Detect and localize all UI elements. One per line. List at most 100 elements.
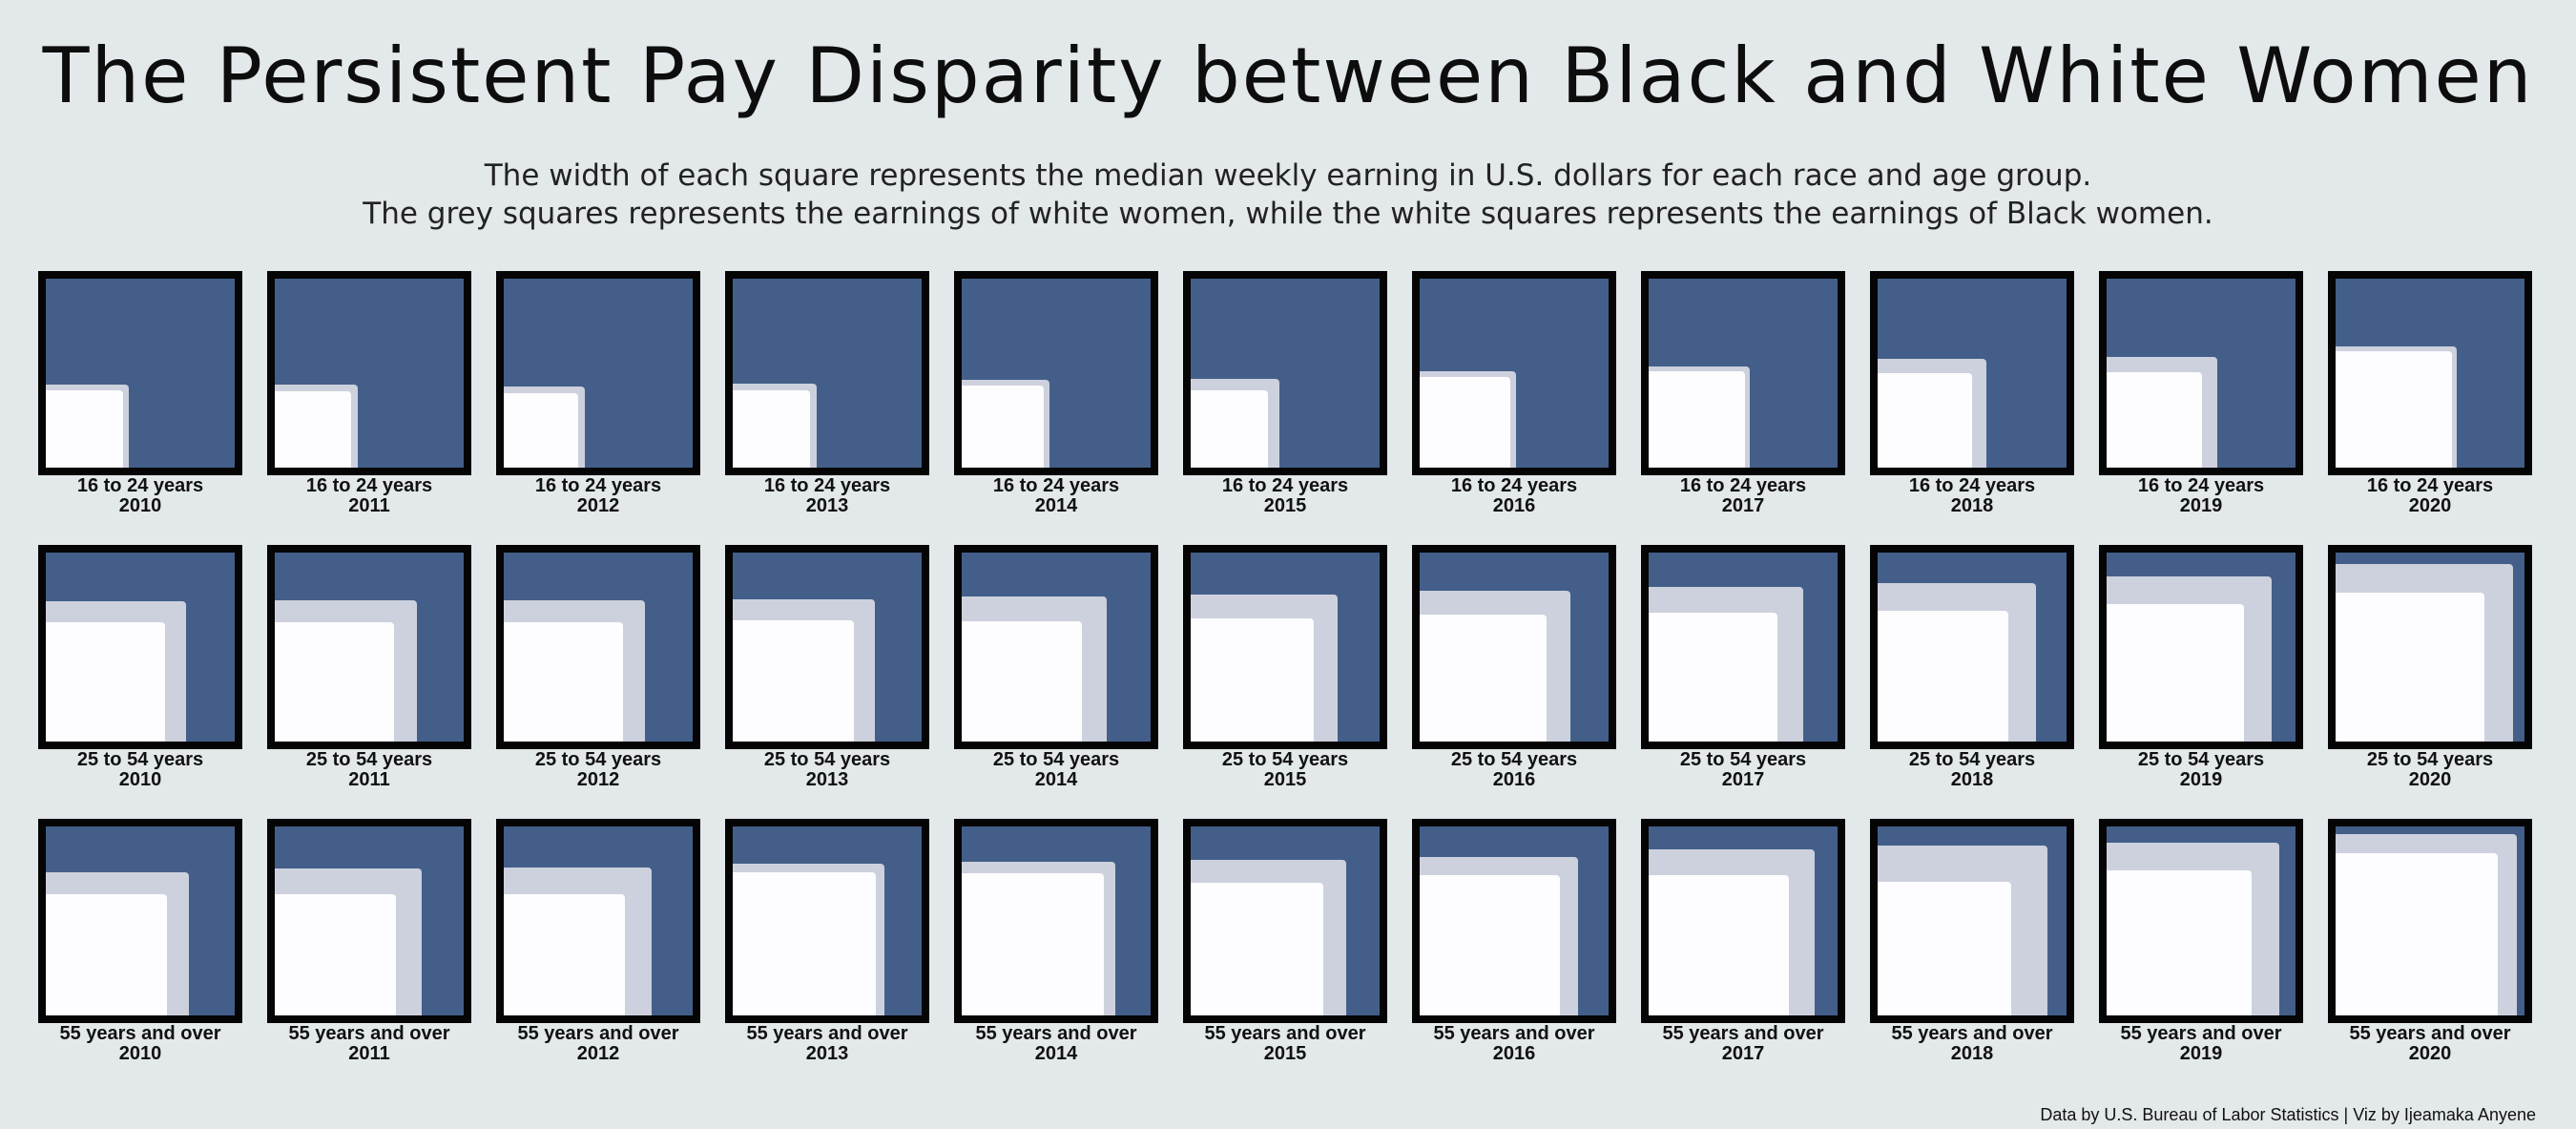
panel-2-5 [1183, 819, 1387, 1023]
panel-1-7 [1641, 545, 1845, 749]
panel-age-label: 16 to 24 years [1221, 475, 1349, 496]
panel-0-0 [38, 271, 242, 475]
source-credit: Data by U.S. Bureau of Labor Statistics … [2040, 1105, 2536, 1124]
chart-subtitle-line-2: The grey squares represents the earnings… [363, 197, 2213, 231]
panel-age-label: 25 to 54 years [992, 749, 1120, 770]
panel-age-label: 16 to 24 years [2366, 475, 2494, 496]
panel-0-3 [725, 271, 929, 475]
panel-year-label: 2012 [576, 769, 620, 790]
panel-2-3 [725, 819, 929, 1023]
panel-age-label: 25 to 54 years [1450, 749, 1578, 770]
panel-age-label: 25 to 54 years [305, 749, 433, 770]
panel-year-label: 2015 [1263, 495, 1307, 516]
black-women-square [275, 391, 351, 468]
black-women-square [46, 389, 124, 468]
panel-age-label: 16 to 24 years [992, 475, 1120, 496]
black-women-square [504, 894, 625, 1015]
panel-year-label: 2014 [1034, 769, 1078, 790]
panel-age-label: 55 years and over [59, 1023, 221, 1044]
black-women-square [1191, 618, 1314, 742]
chart-subtitle-line-1: The width of each square represents the … [484, 158, 2092, 193]
black-women-square [46, 622, 165, 742]
black-women-square [1420, 875, 1560, 1015]
panel-2-1 [267, 819, 471, 1023]
panel-year-label: 2018 [1950, 1043, 1994, 1064]
black-women-square [733, 871, 877, 1015]
black-women-square [2336, 853, 2498, 1015]
panel-age-label: 25 to 54 years [76, 749, 204, 770]
black-women-square [1191, 882, 1324, 1015]
black-women-square [1420, 376, 1511, 468]
panel-year-label: 2015 [1263, 1043, 1307, 1064]
black-women-square [1191, 390, 1268, 468]
chart-title: The Persistent Pay Disparity between Bla… [42, 31, 2534, 120]
panel-2-0 [38, 819, 242, 1023]
black-women-square [1649, 875, 1789, 1015]
black-women-square [46, 894, 167, 1015]
panel-1-1 [267, 545, 471, 749]
black-women-square [2107, 603, 2245, 742]
panel-age-label: 55 years and over [1891, 1023, 2053, 1044]
panel-age-label: 55 years and over [517, 1023, 679, 1044]
panel-age-label: 55 years and over [2120, 1023, 2282, 1044]
panel-age-label: 16 to 24 years [76, 475, 204, 496]
panel-age-label: 16 to 24 years [305, 475, 433, 496]
panel-1-4 [954, 545, 1158, 749]
panel-2-2 [496, 819, 700, 1023]
black-women-square [2107, 869, 2253, 1015]
panel-year-label: 2019 [2179, 1043, 2223, 1064]
panel-1-0 [38, 545, 242, 749]
panel-year-label: 2013 [805, 495, 849, 516]
panel-age-label: 16 to 24 years [1908, 475, 2036, 496]
panel-year-label: 2020 [2408, 1043, 2452, 1064]
black-women-square [1878, 373, 1972, 468]
panel-year-label: 2020 [2408, 495, 2452, 516]
panel-year-label: 2020 [2408, 769, 2452, 790]
panel-1-2 [496, 545, 700, 749]
panel-age-label: 25 to 54 years [2137, 749, 2265, 770]
panel-year-label: 2013 [805, 1043, 849, 1064]
panel-age-label: 55 years and over [1204, 1023, 1366, 1044]
black-women-square [504, 392, 579, 468]
panel-0-4 [954, 271, 1158, 475]
panel-year-label: 2010 [118, 495, 162, 516]
panel-0-7 [1641, 271, 1845, 475]
panel-year-label: 2012 [576, 1043, 620, 1064]
panel-age-label: 25 to 54 years [1221, 749, 1349, 770]
panel-0-10 [2328, 271, 2532, 475]
panel-1-10 [2328, 545, 2532, 749]
panel-year-label: 2013 [805, 769, 849, 790]
panel-year-label: 2014 [1034, 495, 1078, 516]
black-women-square [275, 621, 395, 742]
panel-year-label: 2010 [118, 769, 162, 790]
panel-1-6 [1412, 545, 1616, 749]
black-women-square [275, 893, 397, 1015]
panel-2-10 [2328, 819, 2532, 1023]
panel-year-label: 2016 [1492, 769, 1536, 790]
panel-2-4 [954, 819, 1158, 1023]
panel-year-label: 2016 [1492, 1043, 1536, 1064]
black-women-square [1878, 611, 2008, 742]
panel-year-label: 2019 [2179, 769, 2223, 790]
panel-year-label: 2017 [1721, 1043, 1765, 1064]
panel-age-label: 16 to 24 years [534, 475, 662, 496]
black-women-square [2336, 592, 2485, 742]
black-women-square [2336, 350, 2453, 468]
black-women-square [733, 390, 810, 468]
black-women-square [962, 621, 1082, 742]
panel-0-1 [267, 271, 471, 475]
panel-age-label: 16 to 24 years [1679, 475, 1807, 496]
panel-1-5 [1183, 545, 1387, 749]
panel-age-label: 55 years and over [746, 1023, 908, 1044]
black-women-square [504, 622, 623, 742]
panel-2-7 [1641, 819, 1845, 1023]
black-women-square [1878, 882, 2011, 1015]
black-women-square [733, 620, 854, 742]
panel-age-label: 16 to 24 years [1450, 475, 1578, 496]
panel-age-label: 16 to 24 years [2137, 475, 2265, 496]
panel-year-label: 2019 [2179, 495, 2223, 516]
panel-year-label: 2017 [1721, 769, 1765, 790]
panel-age-label: 25 to 54 years [1908, 749, 2036, 770]
panel-age-label: 16 to 24 years [763, 475, 891, 496]
panel-0-8 [1870, 271, 2074, 475]
